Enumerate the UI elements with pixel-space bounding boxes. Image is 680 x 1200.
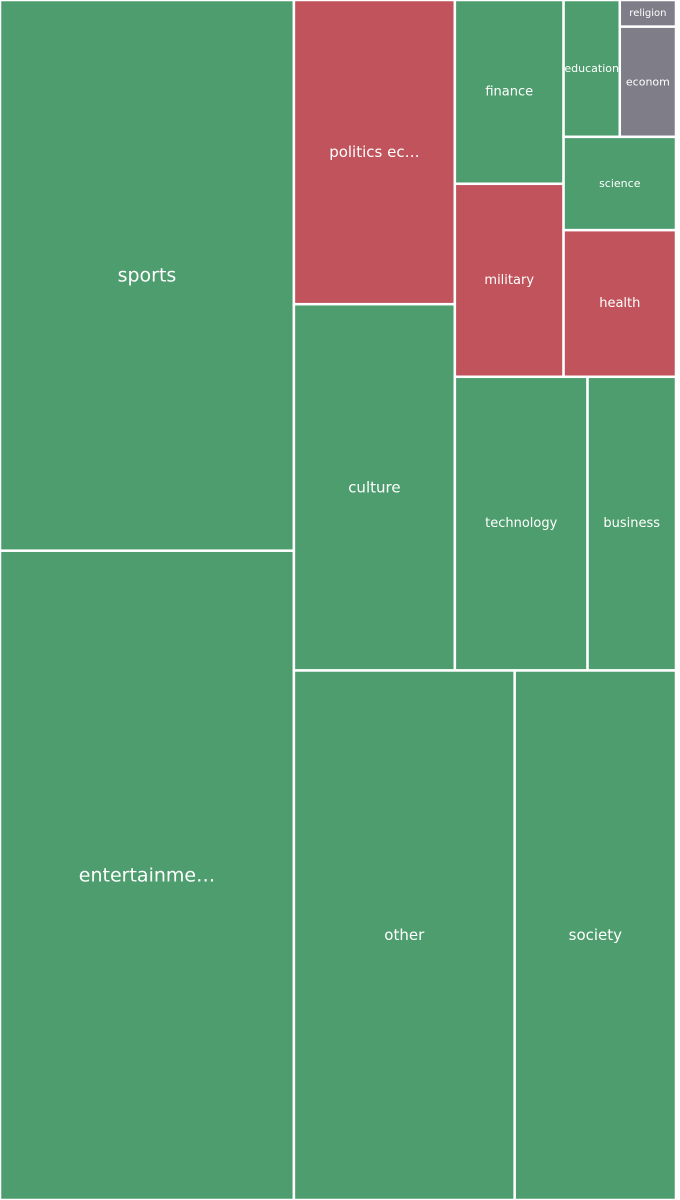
treemap-label-culture: culture	[348, 478, 400, 496]
treemap-cell-econom: econom	[618, 25, 678, 139]
treemap-cell-culture: culture	[292, 302, 457, 672]
treemap-label-education: education	[564, 62, 619, 75]
treemap-rect	[0, 0, 296, 552]
treemap-cell-business: business	[586, 375, 678, 672]
treemap-cell-sports: sports	[0, 0, 296, 552]
treemap-rect	[292, 669, 516, 1200]
treemap-rect	[586, 375, 678, 672]
treemap-cell-education: education	[562, 0, 622, 139]
treemap-rect	[513, 669, 678, 1200]
treemap-cell-science: science	[562, 135, 678, 232]
treemap-rect	[562, 0, 622, 139]
treemap-rect	[0, 549, 296, 1200]
treemap-cell-entertainme: entertainme…	[0, 549, 296, 1200]
treemap-cell-military: military	[453, 182, 565, 379]
treemap-label-sports: sports	[118, 264, 177, 286]
treemap-rect	[453, 0, 565, 186]
treemap-label-other: other	[384, 926, 425, 944]
treemap-label-politics-ec: politics ec…	[329, 143, 419, 161]
treemap-label-health: health	[599, 296, 640, 311]
treemap-cell-religion: religion	[618, 0, 678, 28]
treemap-cell-health: health	[562, 228, 678, 379]
treemap-cell-other: other	[292, 669, 516, 1200]
treemap-cell-technology: technology	[453, 375, 589, 672]
treemap-cell-finance: finance	[453, 0, 565, 186]
treemap-label-society: society	[569, 926, 623, 944]
treemap-label-entertainme: entertainme…	[79, 864, 215, 886]
treemap-rect	[618, 25, 678, 139]
treemap-cell-society: society	[513, 669, 678, 1200]
treemap-rect	[292, 302, 457, 672]
treemap-rect	[562, 135, 678, 232]
treemap-label-econom: econom	[626, 75, 670, 88]
treemap-label-technology: technology	[485, 516, 557, 531]
treemap-label-religion: religion	[629, 8, 666, 19]
treemap-label-business: business	[603, 516, 660, 531]
treemap-rect	[618, 0, 678, 28]
treemap-rect	[453, 375, 589, 672]
treemap-label-finance: finance	[485, 84, 533, 99]
treemap-cell-politics-ec: politics ec…	[292, 0, 457, 306]
treemap-label-science: science	[599, 177, 641, 190]
treemap-label-military: military	[484, 273, 534, 288]
